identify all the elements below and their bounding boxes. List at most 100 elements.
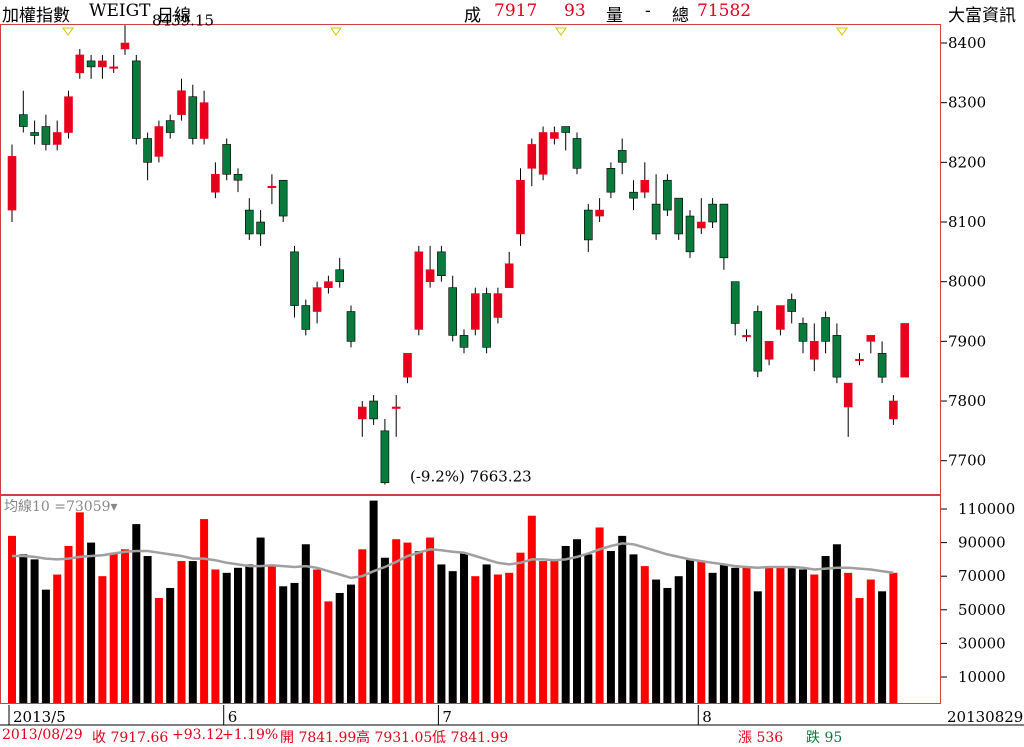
candle-body (595, 209, 604, 217)
volume-bar (776, 566, 785, 703)
candle-body (832, 335, 842, 378)
candle-body (324, 281, 333, 288)
period-marker-icon (836, 27, 848, 36)
volume-bar (889, 572, 898, 703)
volume-bar (121, 549, 129, 703)
date-axis-label: 7 (442, 708, 452, 726)
volume-bar (437, 564, 446, 703)
volume-bar (448, 571, 457, 703)
candle-body (86, 60, 96, 68)
volume-bar (109, 552, 118, 703)
volume-bar (335, 593, 344, 703)
volume-bar (98, 576, 107, 703)
volume-bar (878, 591, 887, 703)
footer-close: 收 7917.66 (92, 730, 169, 746)
period-marker-icon (62, 27, 74, 36)
candle-body (448, 287, 458, 336)
candle-body (877, 352, 887, 378)
volume-axis-tick-label: 30000 (958, 634, 1006, 652)
price-axis-tick-label: 8000 (948, 273, 986, 291)
volume-bar (301, 544, 310, 703)
candle-body (640, 179, 650, 193)
candle-body (437, 251, 446, 277)
volume-bar (30, 559, 39, 703)
candle-body (143, 138, 152, 163)
volume-bar (324, 601, 333, 703)
volume-axis-tick-label: 10000 (958, 668, 1006, 686)
volume-bar (245, 564, 254, 703)
candle-body (719, 203, 729, 259)
volume-bar (87, 542, 96, 703)
volume-bar (573, 539, 581, 703)
volume-bar (482, 564, 491, 703)
volume-axis-tick-label: 110000 (958, 500, 1015, 518)
candle-body (572, 138, 582, 169)
candle-body (504, 263, 514, 288)
price-axis-tick-label: 7800 (948, 392, 986, 410)
candle-body (18, 114, 28, 127)
volume-bar (154, 598, 163, 703)
candle-body (199, 102, 209, 139)
volume-bar (211, 569, 220, 703)
volume-axis-tick-label: 50000 (958, 601, 1006, 619)
volume-bar (618, 535, 627, 703)
candle-body (98, 60, 107, 68)
volume-bar (821, 556, 830, 703)
price-panel-frame (0, 24, 941, 495)
volume-bar (132, 524, 141, 703)
candle-body (550, 132, 559, 139)
candle-body (120, 42, 130, 50)
candle-body (459, 335, 469, 348)
period-label: 日線 (157, 6, 191, 26)
volume-bar (855, 598, 864, 703)
candle-body (866, 335, 876, 342)
volume-bar (697, 561, 706, 703)
price-axis-tick-label: 7700 (948, 452, 986, 470)
dash-separator: - (645, 1, 651, 21)
volume-bar (753, 591, 762, 703)
high-annotation: 8439.15 (152, 12, 214, 30)
candle-body (245, 209, 254, 235)
change-value: 93 (564, 1, 586, 21)
volume-bar (358, 549, 367, 703)
volume-bar (584, 554, 593, 703)
volume-bar (787, 566, 796, 703)
total-label: 總 (672, 6, 689, 26)
footer-down-count: 跌 95 (806, 730, 843, 746)
candle-body (312, 287, 322, 312)
period-marker-icon (555, 27, 567, 36)
amount-label: 量 (606, 6, 623, 26)
volume-bar (686, 559, 694, 703)
volume-bar (640, 566, 649, 703)
volume-bar (493, 574, 502, 703)
candle-body (889, 400, 898, 420)
candle-body (188, 96, 198, 139)
volume-bar (403, 542, 412, 703)
candle-body (538, 132, 548, 175)
date-axis-label: 8 (702, 708, 712, 726)
price-axis-tick-label: 8400 (948, 34, 986, 52)
brand-label: 大富資訊 (948, 6, 1016, 26)
candle-body (764, 341, 774, 360)
volume-bar (505, 572, 514, 703)
volume-bar (64, 545, 73, 703)
index-code: WEIGT (89, 1, 151, 21)
volume-bar (810, 574, 819, 703)
candle-body (403, 352, 412, 378)
candle-body (165, 120, 175, 133)
candle-body (527, 144, 537, 169)
volume-bar (550, 559, 559, 703)
candle-body (41, 126, 51, 145)
volume-bar (143, 556, 152, 703)
volume-bar (460, 552, 468, 703)
volume-bar (719, 564, 728, 703)
volume-bar (380, 557, 389, 703)
volume-bar (414, 551, 423, 703)
candle-body (335, 269, 345, 282)
volume-label: 成 (464, 6, 481, 26)
volume-bar (177, 561, 186, 703)
volume-bar (471, 576, 480, 703)
volume-bar (347, 584, 355, 703)
total-value: 71582 (697, 1, 752, 21)
candle-body (391, 406, 401, 409)
